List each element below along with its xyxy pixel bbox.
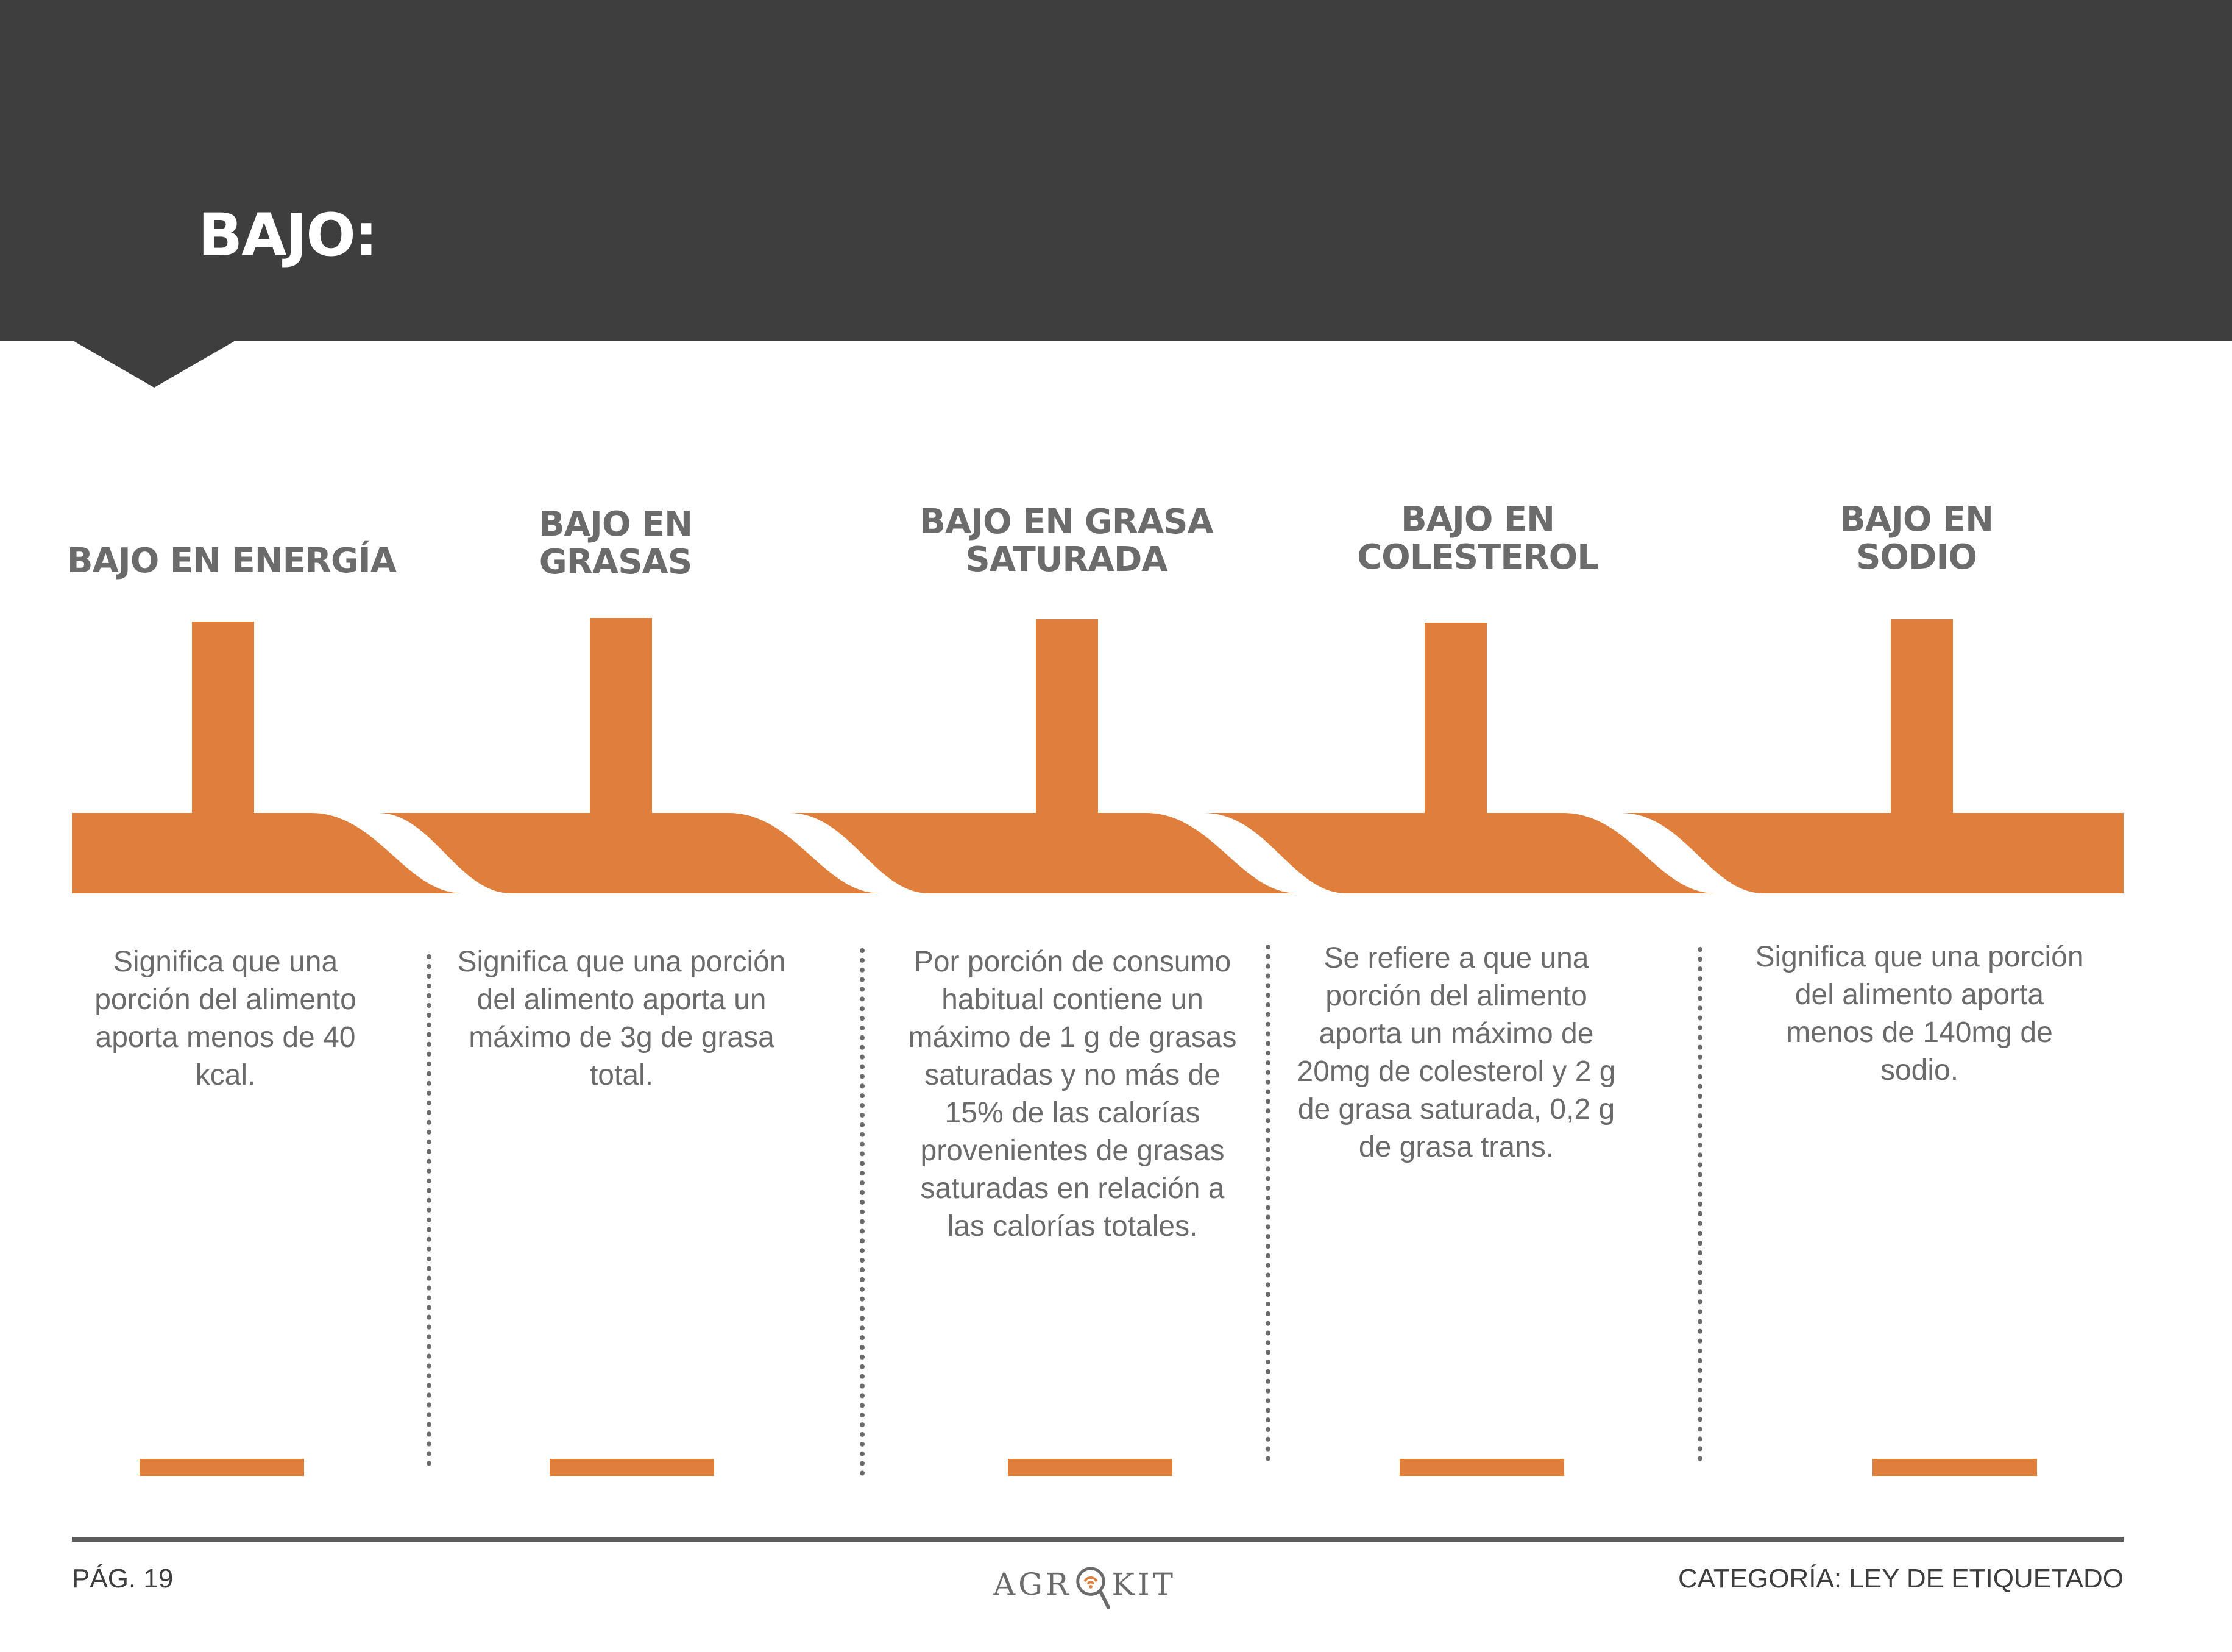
base-bar: [550, 1459, 714, 1476]
column-title-sodio: BAJO EN SODIO: [1839, 500, 1994, 577]
stem-grasa-saturada: [1036, 619, 1098, 817]
base-bar: [1008, 1459, 1172, 1476]
header-notch: [72, 340, 236, 388]
column-title-energia: BAJO EN ENERGÍA: [66, 541, 397, 581]
column-description-energia: Significa que una porción del alimento a…: [94, 946, 356, 1091]
band-segment-5: [1621, 813, 2124, 893]
column-description-grasas: Significa que una porción del alimento a…: [457, 946, 786, 1091]
band-segment-2: [378, 813, 880, 893]
base-bar: [1872, 1459, 2037, 1476]
footer-rule: [72, 1537, 2124, 1542]
logo-text-left: AGR: [993, 1567, 1072, 1602]
header-banner: BAJO:: [0, 0, 2232, 341]
column-divider: [860, 948, 865, 1476]
column-description-sodio: Significa que una porción del alimento a…: [1755, 941, 2084, 1087]
footer-category: CATEGORÍA: LEY DE ETIQUETADO: [1678, 1564, 2124, 1594]
column-divider: [1266, 945, 1270, 1461]
band-segment-4: [1203, 813, 1715, 893]
base-bar: [1400, 1459, 1564, 1476]
stem-colesterol: [1425, 623, 1487, 817]
base-bar: [140, 1459, 304, 1476]
band-segment-3: [789, 813, 1298, 893]
stem-grasas: [590, 618, 652, 817]
column-description-colesterol: Se refiere a que una porción del aliment…: [1297, 942, 1616, 1163]
column-description-grasa-saturada: Por porción de consumo habitual contiene…: [908, 946, 1237, 1243]
column-title-colesterol: BAJO EN COLESTEROL: [1357, 500, 1599, 577]
page-title: BAJO:: [198, 201, 378, 269]
column-divider: [1698, 947, 1702, 1461]
column-divider: [427, 954, 431, 1466]
page-number: PÁG. 19: [72, 1564, 174, 1594]
logo-text-right: KIT: [1111, 1567, 1176, 1602]
magnifier-wifi-icon: [1076, 1567, 1110, 1609]
column-title-grasa-saturada: BAJO EN GRASA SATURADA: [919, 502, 1214, 580]
stem-sodio: [1891, 619, 1953, 817]
band-segment-1: [72, 813, 463, 893]
agrokit-logo: AGR KIT: [993, 1554, 1176, 1615]
orange-connector-band: [72, 618, 2124, 893]
stem-energia: [192, 622, 254, 817]
column-title-grasas: BAJO EN GRASAS: [538, 505, 693, 582]
